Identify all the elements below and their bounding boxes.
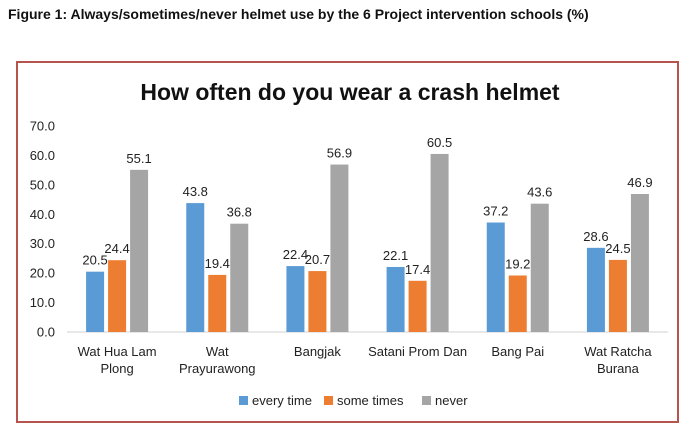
category-label: Wat Hua Lam [78, 344, 157, 359]
bar [330, 164, 349, 332]
data-label: 36.8 [227, 205, 252, 220]
y-tick-label: 20.0 [30, 266, 55, 281]
bar [586, 247, 605, 332]
y-tick-label: 70.0 [30, 119, 55, 134]
chart-title: How often do you wear a crash helmet [140, 79, 560, 105]
data-label: 60.5 [427, 135, 452, 150]
data-label: 22.1 [383, 248, 408, 263]
legend-swatch [239, 396, 248, 405]
legend-label: some times [337, 393, 404, 408]
bar [386, 266, 405, 332]
bar [130, 169, 149, 332]
bar [508, 275, 527, 332]
figure-caption: Figure 1: Always/sometimes/never helmet … [8, 6, 589, 22]
category-label: Bangjak [294, 344, 341, 359]
legend-label: never [435, 393, 468, 408]
data-label: 46.9 [627, 175, 652, 190]
y-tick-label: 10.0 [30, 295, 55, 310]
bar [186, 203, 205, 332]
category-label: Prayurawong [179, 361, 256, 376]
legend-label: every time [252, 393, 312, 408]
legend-swatch [324, 396, 333, 405]
category-label: Burana [597, 361, 640, 376]
bar [230, 223, 249, 332]
bar [486, 222, 505, 332]
data-label: 37.2 [483, 204, 508, 219]
y-tick-label: 50.0 [30, 177, 55, 192]
data-label: 20.5 [82, 253, 107, 268]
category-label: Wat Ratcha [584, 344, 652, 359]
category-label: Bang Pai [491, 344, 544, 359]
data-label: 56.9 [327, 146, 352, 161]
data-label: 19.2 [505, 256, 530, 271]
y-tick-label: 60.0 [30, 148, 55, 163]
bar [86, 271, 105, 332]
y-tick-label: 30.0 [30, 236, 55, 251]
data-label: 55.1 [126, 151, 151, 166]
bar [630, 193, 649, 332]
data-label: 24.4 [104, 241, 129, 256]
data-label: 22.4 [283, 247, 308, 262]
bar [430, 153, 449, 332]
bar [308, 271, 327, 332]
category-label: Satani Prom Dan [368, 344, 467, 359]
data-label: 43.6 [527, 185, 552, 200]
bar [530, 203, 549, 332]
data-label: 28.6 [583, 229, 608, 244]
bar [408, 280, 427, 332]
bar [208, 274, 227, 332]
category-label: Wat [206, 344, 229, 359]
data-label: 24.5 [605, 241, 630, 256]
category-label: Plong [100, 361, 133, 376]
data-label: 20.7 [305, 252, 330, 267]
bar [108, 260, 127, 332]
data-label: 19.4 [205, 256, 230, 271]
legend-swatch [422, 396, 431, 405]
bar [608, 259, 627, 332]
data-label: 43.8 [183, 184, 208, 199]
bar [286, 266, 305, 332]
y-tick-label: 40.0 [30, 207, 55, 222]
data-label: 17.4 [405, 262, 430, 277]
y-tick-label: 0.0 [37, 325, 55, 340]
